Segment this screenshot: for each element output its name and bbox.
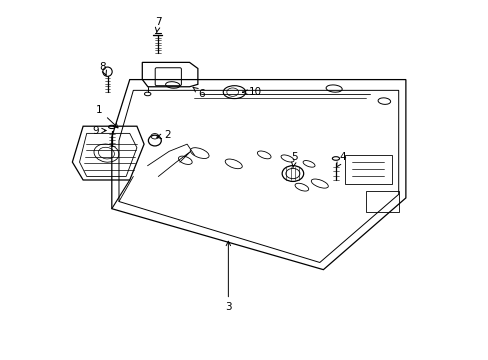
Text: 7: 7: [155, 17, 162, 33]
Text: 2: 2: [157, 130, 170, 140]
Text: 4: 4: [336, 152, 346, 167]
Text: 6: 6: [193, 87, 204, 99]
Text: 10: 10: [242, 87, 261, 97]
Text: 5: 5: [291, 152, 297, 167]
Text: 1: 1: [96, 105, 118, 128]
Text: 9: 9: [92, 126, 106, 135]
Text: 8: 8: [100, 62, 106, 75]
Text: 3: 3: [224, 241, 231, 312]
